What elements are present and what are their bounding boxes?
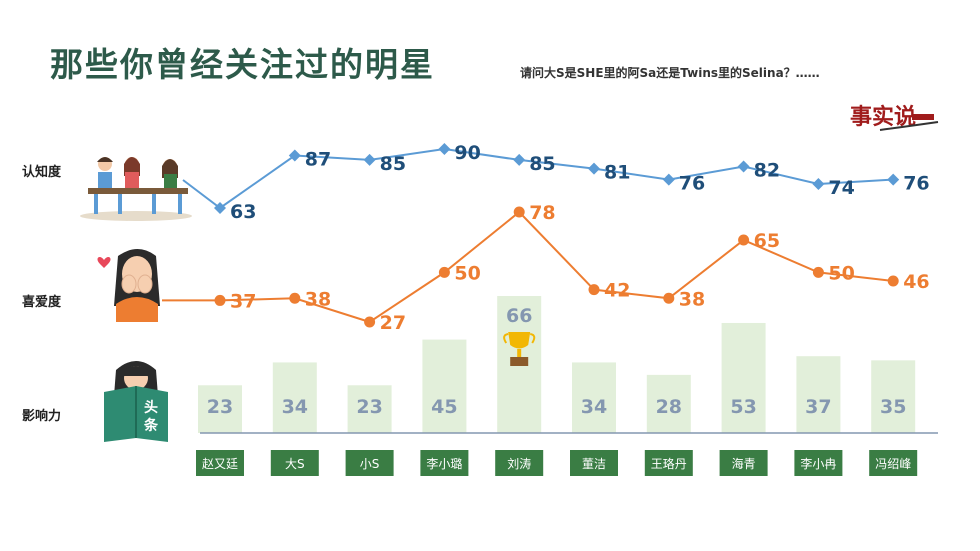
- influence-bar-2: [347, 385, 392, 433]
- category-label-6: 王珞丹: [651, 457, 687, 471]
- affection-point-2: [364, 316, 376, 328]
- affection-value-1: 38: [305, 288, 331, 310]
- awareness-point-8: [812, 177, 825, 190]
- awareness-value-4: 85: [529, 153, 555, 175]
- affection-point-7: [738, 234, 750, 246]
- awareness-value-5: 81: [604, 162, 630, 184]
- influence-value-5: 34: [581, 396, 607, 418]
- page-title: 那些你曾经关注过的明星: [50, 45, 435, 84]
- influence-value-3: 45: [431, 396, 457, 418]
- trophy-icon: [503, 332, 536, 366]
- affection-value-5: 42: [604, 280, 630, 302]
- awareness-point-7: [737, 160, 750, 173]
- category-label-9: 冯绍峰: [875, 457, 911, 471]
- category-box-6: [644, 450, 693, 476]
- influence-value-2: 23: [356, 396, 382, 418]
- row-label-affection: 喜爱度: [22, 295, 62, 310]
- affection-value-2: 27: [380, 312, 406, 334]
- influence-bar-1: [272, 362, 317, 433]
- affection-point-4: [513, 206, 525, 218]
- category-box-2: [345, 450, 394, 476]
- influence-bar-5: [572, 362, 616, 433]
- awareness-point-4: [513, 153, 526, 166]
- category-box-4: [495, 450, 544, 476]
- influence-value-7: 53: [730, 396, 756, 418]
- affection-point-9: [887, 275, 899, 287]
- affection-point-8: [812, 266, 824, 278]
- category-label-8: 李小冉: [800, 456, 836, 471]
- awareness-point-0: [214, 202, 226, 214]
- affection-point-1: [289, 292, 301, 304]
- category-box-1: [270, 450, 319, 476]
- affection-value-3: 50: [454, 262, 480, 284]
- affection-value-9: 46: [903, 271, 929, 293]
- category-box-5: [570, 450, 618, 476]
- awareness-point-2: [363, 153, 376, 166]
- influence-value-0: 23: [207, 396, 233, 418]
- influence-value-8: 37: [805, 396, 831, 418]
- awareness-value-8: 74: [828, 177, 854, 199]
- reading-girl-illustration-icon: 头 条: [104, 361, 168, 442]
- category-label-0: 赵又廷: [202, 457, 238, 471]
- category-box-8: [794, 450, 843, 476]
- category-label-1: 大S: [285, 457, 305, 471]
- row-label-awareness: 认知度: [22, 165, 62, 180]
- influence-bar-3: [422, 339, 467, 433]
- affection-value-6: 38: [679, 288, 705, 310]
- awareness-value-2: 85: [380, 153, 406, 175]
- affection-point-3: [438, 266, 450, 278]
- affection-value-8: 50: [828, 262, 854, 284]
- category-label-4: 刘涛: [507, 456, 531, 471]
- page-subtitle: 请问大S是SHE里的阿Sa还是Twins里的Selina？……: [520, 66, 820, 80]
- category-box-9: [869, 450, 918, 476]
- awareness-point-6: [662, 173, 675, 186]
- affection-point-6: [663, 292, 675, 304]
- awareness-value-3: 90: [454, 142, 480, 164]
- category-label-7: 海青: [732, 456, 756, 471]
- awareness-value-9: 76: [903, 173, 929, 195]
- book-text-line2: 条: [143, 417, 159, 434]
- influence-bar-0: [198, 385, 242, 433]
- influence-value-6: 28: [656, 396, 682, 418]
- category-box-7: [719, 450, 768, 476]
- brand-logo: 事实说: [850, 96, 940, 136]
- awareness-point-9: [887, 173, 900, 186]
- category-label-3: 李小璐: [426, 456, 462, 471]
- affection-value-7: 65: [754, 230, 780, 252]
- awareness-value-1: 87: [305, 149, 331, 171]
- awareness-point-3: [438, 143, 451, 155]
- row-label-influence: 影响力: [22, 409, 62, 424]
- influence-bar-9: [871, 360, 916, 433]
- influence-value-1: 34: [282, 396, 308, 418]
- awareness-value-7: 82: [754, 159, 780, 181]
- category-box-0: [196, 450, 244, 476]
- awareness-point-1: [288, 149, 301, 162]
- category-label-5: 董洁: [582, 457, 606, 471]
- affection-value-0: 37: [230, 290, 256, 312]
- influence-bar-6: [646, 374, 691, 433]
- affection-point-0: [214, 294, 226, 306]
- affection-value-4: 78: [529, 202, 555, 224]
- influence-bar-7: [721, 322, 766, 433]
- awareness-value-6: 76: [679, 173, 705, 195]
- category-box-3: [420, 450, 469, 476]
- meeting-illustration-icon: [80, 157, 192, 221]
- influence-value-9: 35: [880, 396, 906, 418]
- influence-value-4: 66: [506, 305, 532, 327]
- category-label-2: 小S: [360, 457, 380, 471]
- book-text-line1: 头: [144, 399, 158, 416]
- girl-heart-illustration-icon: [97, 249, 160, 322]
- awareness-value-0: 63: [230, 201, 256, 223]
- awareness-point-5: [588, 162, 600, 175]
- influence-bar-8: [796, 356, 841, 433]
- affection-point-5: [588, 284, 600, 296]
